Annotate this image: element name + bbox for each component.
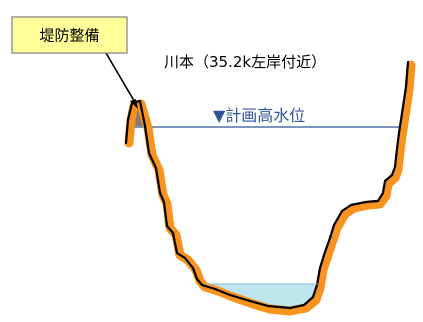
- callout-box: [11, 16, 128, 54]
- river-water: [207, 284, 318, 311]
- ground-profile-outline: [124, 60, 416, 316]
- high-water-level-label: ▼計画高水位: [213, 106, 305, 125]
- location-label: 川本（35.2k左岸付近）: [164, 53, 326, 71]
- ground-profile-line: [124, 60, 410, 310]
- callout-pointer-line: [105, 52, 137, 105]
- callout-label: 堤防整備: [39, 27, 99, 45]
- arrow-head-icon: [130, 99, 138, 109]
